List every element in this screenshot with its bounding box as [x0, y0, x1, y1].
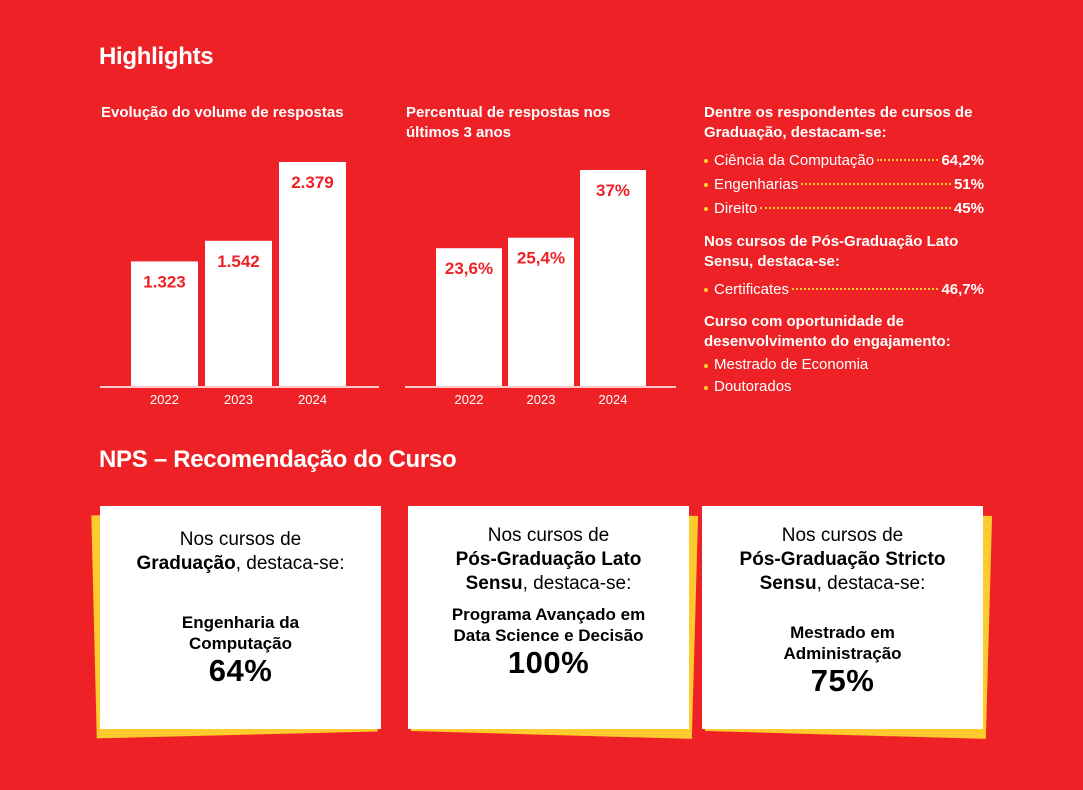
intro-bold: Pós-Graduação Lato Sensu	[455, 549, 642, 594]
bar-value-label: 1.323	[143, 272, 186, 291]
dotted-leader	[877, 159, 939, 161]
chart-volume-title: Evolução do volume de respostas	[101, 104, 344, 121]
x-tick-label: 2022	[150, 392, 179, 407]
card-intro: Nos cursos de Graduação, destaca-se:	[124, 528, 357, 576]
x-tick-label: 2022	[455, 392, 484, 407]
intro-pre: Nos cursos de	[179, 529, 302, 550]
intro-pre: Nos cursos de	[781, 525, 904, 546]
list-item: Doutorados	[704, 376, 984, 398]
opp-section-title: Curso com oportunidade de desenvolviment…	[704, 313, 951, 350]
card-body: Nos cursos de Graduação, destaca-se: Eng…	[100, 506, 381, 729]
bar-2023	[205, 240, 272, 386]
card-course: Mestrado em Administração	[783, 623, 902, 663]
side-highlights: Dentre os respondentes de cursos de Grad…	[704, 103, 984, 398]
x-tick-label: 2023	[224, 392, 253, 407]
intro-pre: Nos cursos de	[487, 525, 610, 546]
grad-list: Ciência da Computação 64,2% Engenharias 51…	[704, 149, 984, 221]
grad-section-title: Dentre os respondentes de cursos de Grad…	[704, 104, 973, 141]
list-item: Direito 45%	[704, 197, 984, 221]
intro-post: , destaca-se:	[522, 573, 632, 594]
nps-title: NPS – Recomendação do Curso	[99, 446, 457, 473]
bar-value-label: 1.542	[217, 252, 260, 271]
card-body: Nos cursos de Pós-Graduação Stricto Sens…	[702, 506, 983, 729]
pos-list: Certificates 46,7%	[704, 278, 984, 302]
grad-item-label: Direito	[714, 200, 758, 217]
pos-item-value: 46,7%	[941, 281, 984, 298]
bar-value-label: 37%	[596, 181, 630, 200]
card-intro: Nos cursos de Pós-Graduação Stricto Sens…	[726, 524, 959, 596]
card-value: 64%	[208, 653, 273, 688]
chart-volume: 1.323 2022 1.542 2023 2.379 2024	[100, 162, 379, 407]
grad-item-value: 51%	[953, 176, 984, 193]
intro-post: , destaca-se:	[235, 553, 345, 574]
card-course: Programa Avançado em Data Science e Deci…	[451, 605, 646, 645]
chart-percent-title: Percentual de respostas nos últimos 3 an…	[406, 104, 611, 141]
grad-item-value: 45%	[953, 200, 984, 217]
card-course: Engenharia da Computação	[181, 613, 300, 653]
grad-item-label: Ciência da Computação	[714, 152, 875, 169]
grad-item-value: 64,2%	[941, 152, 984, 169]
bar-2023	[508, 237, 574, 386]
bar-2022	[436, 248, 502, 386]
bar-2024	[580, 170, 646, 386]
dotted-leader	[760, 207, 951, 209]
bar-value-label: 2.379	[291, 173, 334, 192]
highlights-title: Highlights	[99, 43, 214, 70]
opp-list: Mestrado de Economia Doutorados	[704, 354, 984, 398]
card-intro: Nos cursos de Pós-Graduação Lato Sensu, …	[432, 524, 665, 596]
nps-card-lato: Nos cursos de Pós-Graduação Lato Sensu, …	[408, 506, 699, 739]
x-tick-label: 2023	[527, 392, 556, 407]
nps-card-stricto: Nos cursos de Pós-Graduação Stricto Sens…	[702, 506, 993, 739]
x-tick-label: 2024	[599, 392, 628, 407]
list-item: Ciência da Computação 64,2%	[704, 149, 984, 173]
bar-2024	[279, 162, 346, 386]
bar-value-label: 25,4%	[517, 249, 565, 268]
dotted-leader	[792, 288, 939, 290]
list-item: Engenharias 51%	[704, 173, 984, 197]
intro-bold: Pós-Graduação Stricto Sensu	[739, 549, 946, 594]
chart-percent: 23,6% 2022 25,4% 2023 37% 2024	[405, 170, 676, 407]
pos-section-title: Nos cursos de Pós-Graduação Lato Sensu, …	[704, 233, 959, 270]
x-tick-label: 2024	[298, 392, 327, 407]
intro-bold: Graduação	[136, 553, 236, 574]
bar-value-label: 23,6%	[445, 259, 493, 278]
bar-2022	[131, 261, 198, 386]
card-value: 75%	[810, 663, 875, 698]
pos-item-label: Certificates	[714, 281, 790, 298]
card-body: Nos cursos de Pós-Graduação Lato Sensu, …	[408, 506, 689, 729]
list-item: Mestrado de Economia	[704, 354, 984, 376]
card-value: 100%	[507, 645, 590, 680]
nps-card-graduacao: Nos cursos de Graduação, destaca-se: Eng…	[91, 506, 381, 739]
list-item: Certificates 46,7%	[704, 278, 984, 302]
grad-item-label: Engenharias	[714, 176, 799, 193]
intro-post: , destaca-se:	[816, 573, 926, 594]
dotted-leader	[801, 183, 951, 185]
